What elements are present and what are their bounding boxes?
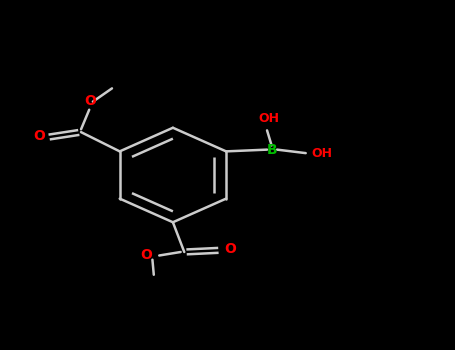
Text: O: O (84, 93, 96, 108)
Text: OH: OH (259, 112, 280, 125)
Text: O: O (141, 248, 152, 262)
Text: O: O (224, 242, 236, 256)
Text: O: O (33, 128, 45, 143)
Text: OH: OH (311, 147, 332, 160)
Text: B: B (266, 143, 277, 157)
